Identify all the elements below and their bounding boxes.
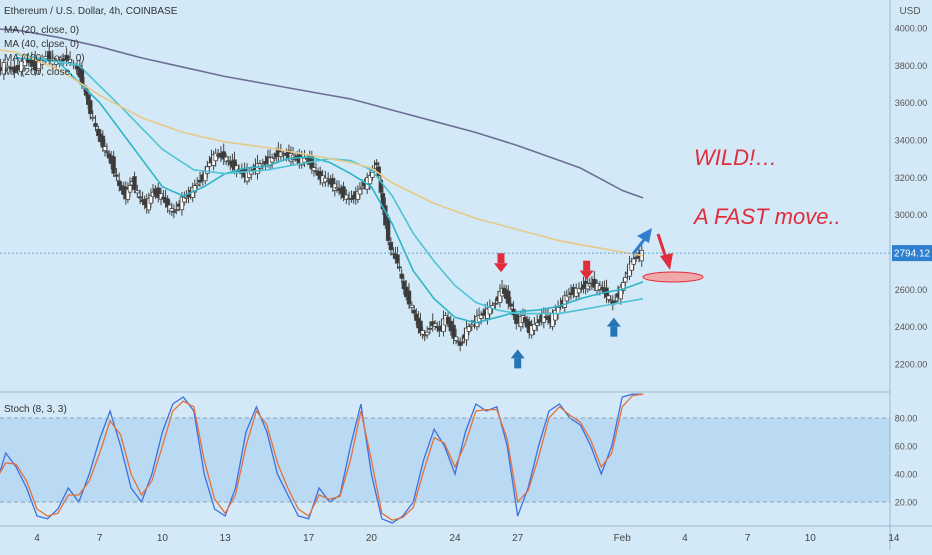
candle-body	[567, 295, 571, 297]
time-axis: 4 7 10 13 17 20 24 27 Feb 4 7 10 14	[34, 533, 900, 544]
candle-body	[632, 259, 636, 264]
ma-legend-20: MA (20, close, 0)	[4, 25, 79, 36]
candle-body	[433, 324, 437, 327]
stoch-band	[0, 418, 890, 502]
ma-legend-100: MA (100, close, 0)	[4, 53, 85, 64]
candle-body	[467, 327, 471, 332]
candle-body	[136, 191, 140, 193]
candle-body	[400, 274, 404, 278]
candle-body	[170, 209, 174, 212]
annotation-wild: WILD!…	[694, 145, 777, 170]
stoch-title: Stoch (8, 3, 3)	[4, 404, 67, 415]
candle-body	[509, 304, 513, 306]
time-tick-label: 7	[745, 533, 751, 544]
time-tick-label: 24	[449, 533, 461, 544]
candle-body	[206, 167, 210, 174]
candle-body	[506, 291, 510, 303]
candle-body	[454, 337, 458, 341]
candle-body	[624, 277, 628, 282]
candle-body	[398, 267, 402, 268]
candle-body	[410, 305, 414, 307]
candle-body	[94, 123, 98, 126]
time-tick-label: 17	[303, 533, 315, 544]
chart-title: Ethereum / U.S. Dollar, 4h, COINBASE	[4, 6, 178, 17]
price-tick-label: 3400.00	[895, 135, 928, 145]
stoch-tick-label: 60.00	[895, 442, 918, 452]
ma-legend-200: MA (200, close, 0)	[4, 67, 85, 78]
candle-body	[461, 342, 465, 343]
price-tick-label: 4000.00	[895, 23, 928, 33]
candle-body	[470, 325, 474, 326]
candle-body	[428, 328, 432, 329]
stoch-tick-label: 20.00	[895, 498, 918, 508]
candle-body	[607, 296, 611, 300]
price-tick-label: 2400.00	[895, 322, 928, 332]
stoch-tick-label: 80.00	[895, 414, 918, 424]
price-tick-label: 2200.00	[895, 360, 928, 370]
candle-body	[386, 218, 390, 241]
last-price-label: 2794.12	[894, 249, 931, 260]
candle-body	[117, 181, 121, 186]
candle-body	[312, 168, 316, 171]
price-tick-label: 3000.00	[895, 210, 928, 220]
candle-body	[112, 157, 116, 173]
price-axis: 2200.002400.002600.002800.003000.003200.…	[895, 23, 928, 369]
annotation-fast-move: A FAST move..	[692, 204, 841, 229]
time-tick-label: 10	[805, 533, 817, 544]
candle-body	[535, 323, 539, 325]
candle-body	[375, 163, 379, 165]
candle-body	[208, 163, 212, 166]
candle-body	[421, 331, 425, 335]
price-tick-label: 3600.00	[895, 98, 928, 108]
candle-body	[195, 184, 199, 185]
ma-legend-40: MA (40, close, 0)	[4, 39, 79, 50]
candle-body	[452, 325, 456, 338]
currency-label: USD	[899, 6, 920, 17]
time-tick-label: 10	[157, 533, 169, 544]
time-tick-label: 7	[97, 533, 103, 544]
candle-body	[358, 189, 362, 194]
price-tick-label: 3200.00	[895, 173, 928, 183]
candle-body	[88, 101, 92, 114]
candle-body	[412, 310, 416, 313]
price-tick-label: 3800.00	[895, 61, 928, 71]
time-tick-label: 4	[682, 533, 688, 544]
target-ellipse	[643, 272, 703, 282]
candle-body	[91, 117, 95, 118]
price-tick-label: 2600.00	[895, 285, 928, 295]
stoch-tick-label: 40.00	[895, 470, 918, 480]
candle-body	[133, 177, 137, 190]
candle-body	[613, 301, 617, 302]
candle-body	[214, 153, 218, 161]
time-tick-label: 13	[220, 533, 232, 544]
candle-body	[101, 136, 105, 147]
candle-body	[128, 185, 132, 192]
candle-body	[172, 211, 176, 212]
candle-body	[425, 332, 429, 335]
candle-body	[556, 307, 560, 313]
candle-body	[407, 291, 411, 304]
time-tick-label: 20	[366, 533, 378, 544]
candle-body	[272, 157, 276, 158]
candle-body	[175, 210, 179, 211]
candle-body	[494, 303, 498, 304]
candle-body	[103, 147, 107, 151]
candle-body	[105, 152, 109, 153]
time-tick-label: 27	[512, 533, 524, 544]
candle-body	[396, 255, 400, 263]
time-tick-label: 4	[34, 533, 40, 544]
candle-body	[138, 197, 142, 198]
main-pane-bg	[0, 0, 890, 392]
time-tick-label: Feb	[614, 533, 632, 544]
time-tick-label: 14	[888, 533, 900, 544]
candle-body	[389, 242, 393, 250]
candle-body	[360, 187, 364, 188]
candle-body	[115, 175, 119, 176]
